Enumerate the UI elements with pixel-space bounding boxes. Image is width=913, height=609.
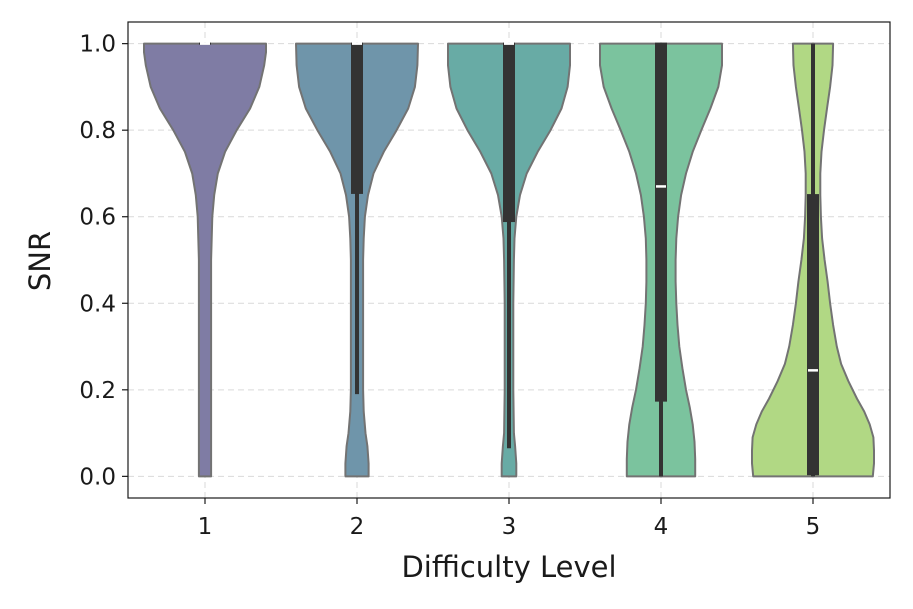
iqr-box-2 xyxy=(351,42,363,194)
y-tick-label: 1.0 xyxy=(79,32,116,58)
violin-1 xyxy=(143,42,267,478)
y-axis-ticks: 0.0 0.2 0.4 0.6 0.8 1.0 xyxy=(79,32,128,490)
iqr-box-3 xyxy=(503,42,515,223)
y-tick-label: 0.8 xyxy=(79,118,116,144)
y-tick-label: 0.4 xyxy=(79,291,116,317)
x-tick-label: 4 xyxy=(654,514,669,540)
box-plots xyxy=(199,42,819,477)
y-tick-label: 0.2 xyxy=(79,378,116,404)
y-tick-label: 0.6 xyxy=(79,205,116,231)
x-tick-label: 3 xyxy=(502,514,517,540)
y-tick-label: 0.0 xyxy=(79,464,116,490)
x-tick-label: 5 xyxy=(806,514,821,540)
x-axis-label: Difficulty Level xyxy=(401,550,616,584)
x-axis-ticks: 1 2 3 4 5 xyxy=(198,498,821,540)
iqr-box-5 xyxy=(807,194,819,476)
x-tick-label: 2 xyxy=(350,514,365,540)
y-axis-label: SNR xyxy=(23,231,57,291)
x-tick-label: 1 xyxy=(198,514,213,540)
iqr-box-4 xyxy=(655,42,667,402)
